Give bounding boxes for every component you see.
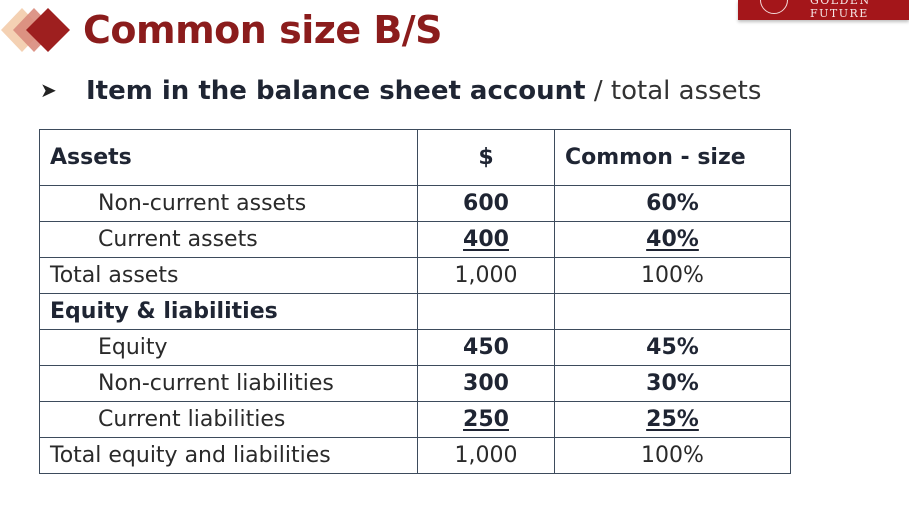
row-amount: 400: [417, 221, 555, 258]
subtitle-normal: / total assets: [585, 76, 762, 106]
row-amount: 450: [417, 329, 555, 366]
table-row: Current assets 400 40%: [39, 221, 791, 258]
row-pct: 60%: [554, 185, 791, 222]
row-label: Total equity and liabilities: [39, 437, 418, 474]
table-row: Total equity and liabilities 1,000 100%: [39, 437, 791, 474]
subtitle-bold: Item in the balance sheet account: [86, 76, 586, 106]
table-row: Total assets 1,000 100%: [39, 257, 791, 294]
seal-icon: [760, 0, 788, 14]
row-pct: 40%: [554, 221, 791, 258]
row-pct: 100%: [554, 437, 791, 474]
row-amount: [417, 293, 555, 330]
table-header-row: Assets $ Common - size: [39, 129, 791, 186]
logo-text: GOLDEN FUTURE: [810, 0, 871, 20]
table-row: Equity 450 45%: [39, 329, 791, 366]
slide-title: Common size B/S: [83, 8, 443, 52]
row-amount: 1,000: [417, 257, 555, 294]
header-assets: Assets: [39, 129, 418, 186]
row-label: Non-current liabilities: [39, 365, 418, 402]
row-amount: 600: [417, 185, 555, 222]
row-amount: 1,000: [417, 437, 555, 474]
table-row: Equity & liabilities: [39, 293, 791, 330]
table-row: Current liabilities 250 25%: [39, 401, 791, 438]
row-label: Equity: [39, 329, 418, 366]
row-amount: 250: [417, 401, 555, 438]
subtitle: ➤ Item in the balance sheet account / tot…: [40, 76, 761, 106]
row-pct: [554, 293, 791, 330]
row-label: Current assets: [39, 221, 418, 258]
row-pct: 100%: [554, 257, 791, 294]
header-amount: $: [417, 129, 555, 186]
table-row: Non-current liabilities 300 30%: [39, 365, 791, 402]
balance-sheet-table: Assets $ Common - size Non-current asset…: [39, 129, 791, 474]
diamond-decoration-icon: [1, 8, 70, 52]
arrow-bullet-icon: ➤: [40, 78, 57, 102]
row-label: Current liabilities: [39, 401, 418, 438]
row-pct: 25%: [554, 401, 791, 438]
logo-banner: GOLDEN FUTURE: [738, 0, 909, 20]
row-label: Equity & liabilities: [39, 293, 418, 330]
row-pct: 45%: [554, 329, 791, 366]
table-row: Non-current assets 600 60%: [39, 185, 791, 222]
row-pct: 30%: [554, 365, 791, 402]
header-common-size: Common - size: [554, 129, 791, 186]
row-amount: 300: [417, 365, 555, 402]
row-label: Total assets: [39, 257, 418, 294]
row-label: Non-current assets: [39, 185, 418, 222]
